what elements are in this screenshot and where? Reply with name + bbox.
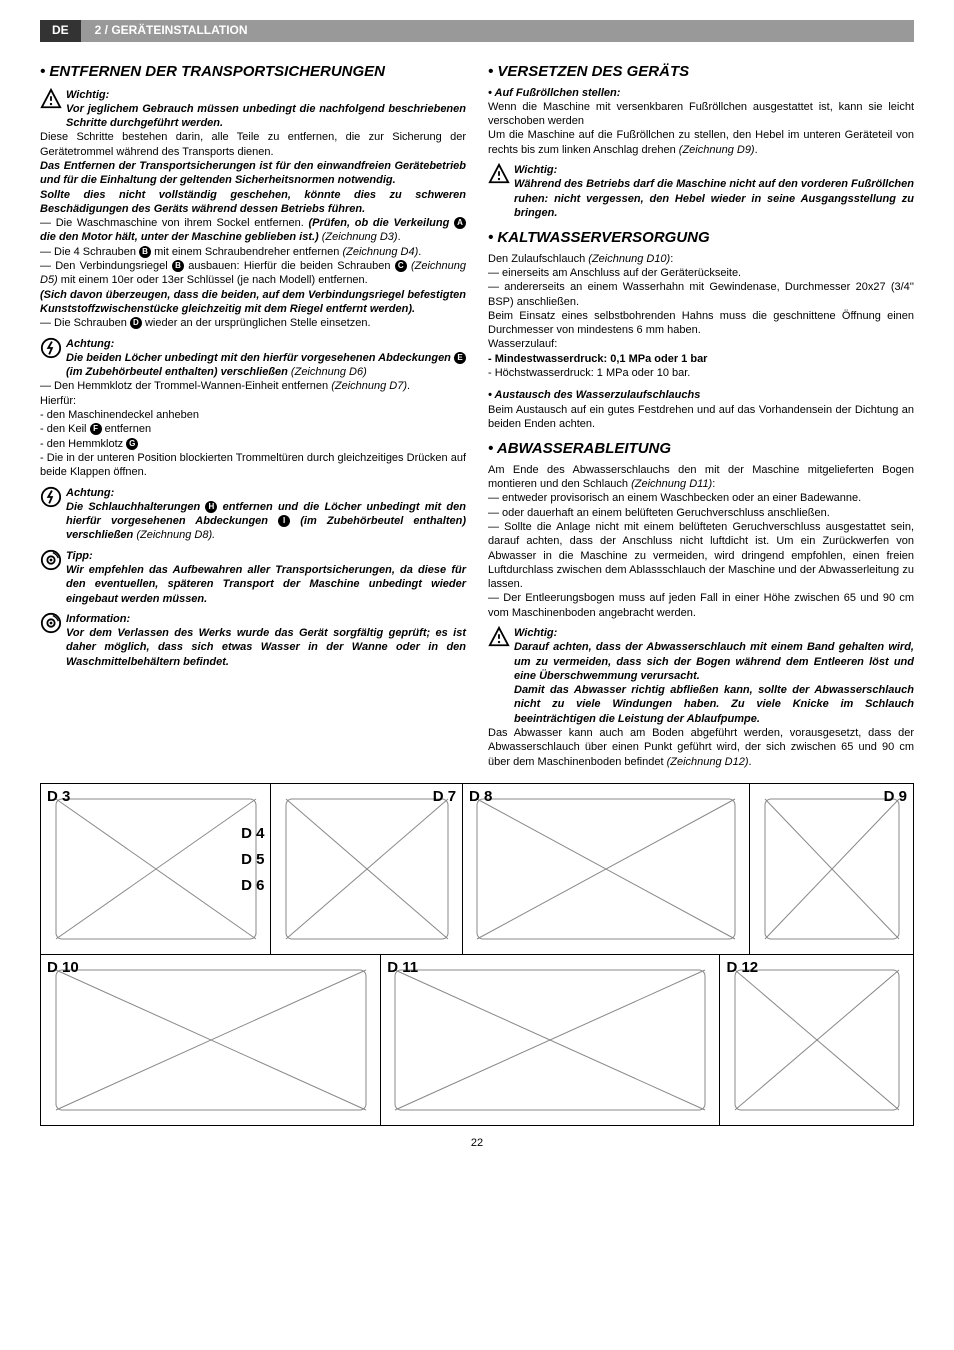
ref-letter: D — [130, 317, 142, 329]
callout-important: Wichtig: Während des Betriebs darf die M… — [488, 163, 914, 220]
warning-icon — [40, 88, 62, 110]
warning-icon — [488, 163, 510, 185]
heading: • VERSETZEN DES GERÄTS — [488, 62, 914, 82]
ref-letter: E — [454, 352, 466, 364]
heading: • ENTFERNEN DER TRANSPORTSICHERUNGEN — [40, 62, 466, 82]
callout-attention: Achtung: Die beiden Löcher unbedingt mit… — [40, 337, 466, 380]
ref-letter: I — [278, 515, 290, 527]
lang-badge: DE — [40, 20, 81, 42]
ref-letter: C — [395, 260, 407, 272]
body-text: — entweder provisorisch an einem Waschbe… — [488, 491, 914, 505]
body-text: Diese Schritte bestehen darin, alle Teil… — [40, 130, 466, 159]
bolt-icon — [40, 486, 62, 508]
body-text: — andererseits an einem Wasserhahn mit G… — [488, 280, 914, 309]
body-text: Wenn die Maschine mit versenkbaren Fußrö… — [488, 100, 914, 129]
diagram-D8: D 8 — [462, 784, 749, 954]
ref-letter: H — [205, 501, 217, 513]
body-text: (Sich davon überzeugen, dass die beiden,… — [40, 288, 466, 317]
body-text: — Die Schrauben D wieder an der ursprüng… — [40, 316, 466, 330]
ref-letter: F — [90, 423, 102, 435]
body-text: — Der Entleerungsbogen muss auf jeden Fa… — [488, 591, 914, 620]
body-text: - Die in der unteren Position blockierte… — [40, 451, 466, 480]
diagram-D3: D 3D 4D 5D 6 — [41, 784, 270, 954]
eye-icon — [40, 612, 62, 634]
body-text: - den Keil F entfernen — [40, 422, 466, 436]
body-text: Sollte dies nicht vollständig geschehen,… — [40, 188, 466, 217]
page-number: 22 — [40, 1136, 914, 1150]
section-title: 2 / GERÄTEINSTALLATION — [81, 23, 248, 39]
page-header: DE 2 / GERÄTEINSTALLATION — [40, 20, 914, 42]
ref-letter: B — [139, 246, 151, 258]
body-text: — oder dauerhaft an einem belüfteten Ger… — [488, 506, 914, 520]
body-text: - den Maschinendeckel anheben — [40, 408, 466, 422]
body-text: - Höchstwasserdruck: 1 MPa oder 10 bar. — [488, 366, 914, 380]
body-text: — einerseits am Anschluss auf der Geräte… — [488, 266, 914, 280]
heading: • KALTWASSERVERSORGUNG — [488, 228, 914, 248]
body-text: Den Zulaufschlauch (Zeichnung D10): — [488, 252, 914, 266]
eye-icon — [40, 549, 62, 571]
diagram-D10: D 10 — [41, 955, 380, 1125]
bolt-icon — [40, 337, 62, 359]
body-text: Hierfür: — [40, 394, 466, 408]
body-text: Wasserzulauf: — [488, 337, 914, 351]
ref-letter: B — [172, 260, 184, 272]
body-text: — Den Verbindungsriegel B ausbauen: Hier… — [40, 259, 466, 288]
left-column: • ENTFERNEN DER TRANSPORTSICHERUNGEN Wic… — [40, 54, 466, 769]
body-text: — Sollte die Anlage nicht mit einem belü… — [488, 520, 914, 591]
callout-attention: Achtung: Die Schlauchhalterungen H entfe… — [40, 486, 466, 543]
subheading: • Auf Fußröllchen stellen: — [488, 86, 914, 100]
diagram-D7: D 7 — [270, 784, 462, 954]
diagram-D11: D 11 — [380, 955, 719, 1125]
diagram-D12: D 12 — [719, 955, 913, 1125]
body-text: Um die Maschine auf die Fußröllchen zu s… — [488, 128, 914, 157]
ref-letter: A — [454, 217, 466, 229]
body-text: Beim Einsatz eines selbstbohrenden Hahns… — [488, 309, 914, 338]
callout-info: Information: Vor dem Verlassen des Werks… — [40, 612, 466, 669]
body-text: Das Abwasser kann auch am Boden abgeführ… — [488, 726, 914, 769]
body-text: Beim Austausch auf ein gutes Festdrehen … — [488, 403, 914, 432]
callout-important: Wichtig: Darauf achten, dass der Abwasse… — [488, 626, 914, 726]
body-text: — Die 4 Schrauben B mit einem Schraubend… — [40, 245, 466, 259]
subheading: • Austausch des Wasserzulaufschlauchs — [488, 388, 914, 402]
body-text: - den Hemmklotz G — [40, 437, 466, 451]
body-text: Das Entfernen der Transportsicherungen i… — [40, 159, 466, 188]
body-text: — Die Waschmaschine von ihrem Sockel ent… — [40, 216, 466, 245]
callout-important: Wichtig: Vor jeglichem Gebrauch müssen u… — [40, 88, 466, 131]
body-text: Am Ende des Abwasserschlauchs den mit de… — [488, 463, 914, 492]
ref-letter: G — [126, 438, 138, 450]
right-column: • VERSETZEN DES GERÄTS • Auf Fußröllchen… — [488, 54, 914, 769]
callout-tip: Tipp: Wir empfehlen das Aufbewahren alle… — [40, 549, 466, 606]
body-text: — Den Hemmklotz der Trommel-Wannen-Einhe… — [40, 379, 466, 393]
diagram-D9: D 9 — [749, 784, 913, 954]
diagram-grid: D 3D 4D 5D 6D 7D 8D 9 D 10D 11D 12 — [40, 783, 914, 1126]
warning-icon — [488, 626, 510, 648]
heading: • ABWASSERABLEITUNG — [488, 439, 914, 459]
body-text: - Mindestwasserdruck: 0,1 MPa oder 1 bar — [488, 353, 707, 365]
